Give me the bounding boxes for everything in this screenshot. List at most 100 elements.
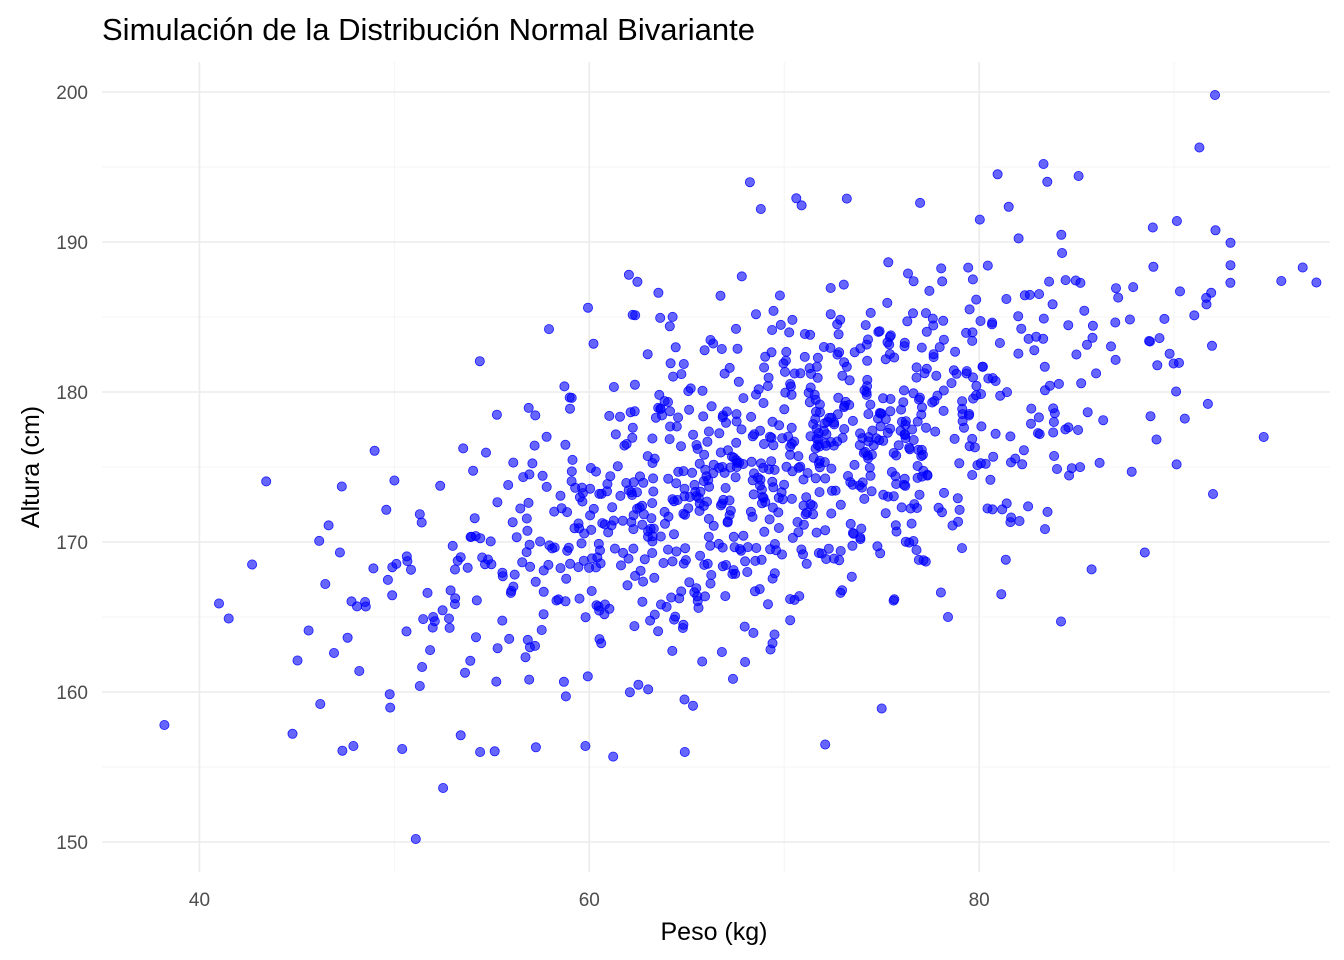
- data-point: [763, 599, 774, 610]
- data-point: [769, 629, 780, 640]
- data-point: [684, 404, 695, 415]
- data-point: [928, 320, 939, 331]
- data-point: [997, 504, 1008, 515]
- data-point: [832, 436, 843, 447]
- data-point: [1034, 289, 1045, 300]
- data-point: [608, 381, 619, 392]
- data-point: [819, 457, 830, 468]
- data-point: [527, 458, 538, 469]
- data-point: [1001, 293, 1012, 304]
- data-point: [860, 320, 871, 331]
- data-point: [1034, 429, 1045, 440]
- data-point: [668, 371, 679, 382]
- data-point: [873, 326, 884, 337]
- data-point: [410, 834, 421, 845]
- data-point: [690, 486, 701, 497]
- data-point: [863, 409, 874, 420]
- data-point: [963, 410, 974, 421]
- data-point: [1210, 90, 1221, 101]
- data-point: [748, 627, 759, 638]
- data-point: [713, 538, 724, 549]
- data-point: [1106, 341, 1117, 352]
- data-point: [823, 543, 834, 554]
- data-point: [900, 480, 911, 491]
- data-point: [425, 645, 436, 656]
- data-point: [954, 458, 965, 469]
- data-point: [882, 297, 893, 308]
- data-point: [369, 445, 380, 456]
- data-point: [767, 324, 778, 335]
- data-point: [663, 473, 674, 484]
- data-point: [766, 456, 777, 467]
- data-point: [1006, 512, 1017, 523]
- data-point: [949, 433, 960, 444]
- data-point: [880, 508, 891, 519]
- data-point: [967, 469, 978, 480]
- data-point: [491, 409, 502, 420]
- data-point: [558, 676, 569, 687]
- data-point: [1048, 427, 1059, 438]
- data-point: [716, 343, 727, 354]
- data-point: [315, 699, 326, 710]
- data-point: [637, 500, 648, 511]
- data-point: [1297, 262, 1308, 273]
- data-point: [387, 590, 398, 601]
- data-point: [720, 591, 731, 602]
- data-point: [862, 381, 873, 392]
- data-point: [785, 594, 796, 605]
- data-point: [1070, 275, 1081, 286]
- data-point: [736, 271, 747, 282]
- data-point: [671, 546, 682, 557]
- data-point: [543, 559, 554, 570]
- data-point: [551, 595, 562, 606]
- data-point: [708, 459, 719, 470]
- data-point: [564, 392, 575, 403]
- data-point: [342, 632, 353, 643]
- data-point: [428, 612, 439, 623]
- data-point: [731, 416, 742, 427]
- data-point: [213, 598, 224, 609]
- data-point: [702, 436, 713, 447]
- data-point: [524, 674, 535, 685]
- data-point: [990, 428, 1001, 439]
- data-point: [608, 751, 619, 762]
- data-point: [615, 411, 626, 422]
- data-point: [786, 438, 797, 449]
- data-point: [261, 476, 272, 487]
- data-point: [492, 643, 503, 654]
- data-point: [381, 504, 392, 515]
- data-point: [1152, 360, 1163, 371]
- data-point: [957, 543, 968, 554]
- data-point: [755, 203, 766, 214]
- data-point: [708, 520, 719, 531]
- data-point: [563, 542, 574, 553]
- data-point: [798, 519, 809, 530]
- data-point: [739, 621, 750, 632]
- data-points: [159, 90, 1322, 845]
- data-point: [606, 520, 617, 531]
- data-point: [1073, 424, 1084, 435]
- data-point: [491, 676, 502, 687]
- data-point: [834, 555, 845, 566]
- data-point: [862, 355, 873, 366]
- data-point: [670, 342, 681, 353]
- data-point: [1189, 310, 1200, 321]
- data-point: [731, 461, 742, 472]
- data-point: [928, 352, 939, 363]
- data-point: [665, 406, 676, 417]
- data-point: [1042, 506, 1053, 517]
- data-point: [671, 478, 682, 489]
- data-point: [1048, 416, 1059, 427]
- data-point: [537, 470, 548, 481]
- data-point: [931, 370, 942, 381]
- data-point: [346, 596, 357, 607]
- data-point: [1056, 616, 1067, 627]
- data-point: [521, 547, 532, 558]
- data-point: [418, 614, 429, 625]
- data-point: [458, 443, 469, 454]
- data-point: [736, 424, 747, 435]
- data-point: [674, 593, 685, 604]
- data-point: [975, 315, 986, 326]
- data-point: [771, 545, 782, 556]
- data-point: [811, 527, 822, 538]
